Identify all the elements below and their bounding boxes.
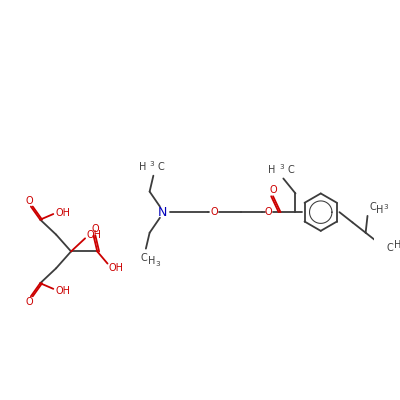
Text: H: H xyxy=(376,205,383,215)
Text: 3: 3 xyxy=(155,260,160,266)
Text: O: O xyxy=(264,207,272,217)
Text: OH: OH xyxy=(87,230,102,240)
Text: 3: 3 xyxy=(383,204,388,210)
Text: 3: 3 xyxy=(279,164,284,170)
Text: C: C xyxy=(157,162,164,172)
Text: OH: OH xyxy=(55,208,70,218)
Text: H: H xyxy=(148,256,155,266)
Text: H: H xyxy=(138,162,146,172)
Text: C: C xyxy=(386,243,393,253)
Text: C: C xyxy=(369,202,376,212)
Text: O: O xyxy=(25,297,33,307)
Text: N: N xyxy=(158,206,167,219)
Text: C: C xyxy=(287,165,294,175)
Text: 3: 3 xyxy=(149,162,154,168)
Text: OH: OH xyxy=(108,263,124,273)
Text: O: O xyxy=(25,196,33,206)
Text: H: H xyxy=(394,240,400,250)
Text: O: O xyxy=(210,207,218,217)
Text: C: C xyxy=(140,253,147,263)
Text: O: O xyxy=(269,185,277,195)
Text: H: H xyxy=(268,165,276,175)
Text: O: O xyxy=(92,224,99,234)
Text: OH: OH xyxy=(55,286,70,296)
